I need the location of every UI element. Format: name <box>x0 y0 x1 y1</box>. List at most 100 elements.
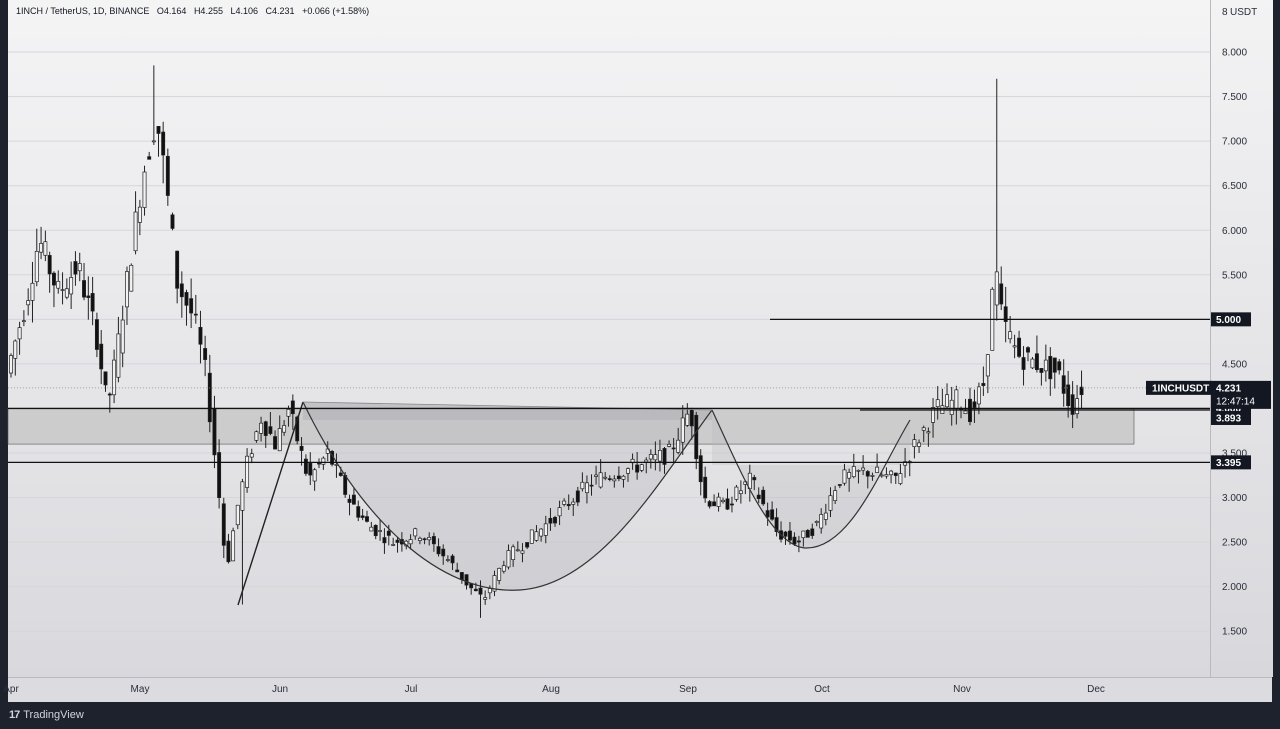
level-marker-4000: 4.000 <box>1216 404 1241 415</box>
cup-curve <box>302 401 713 591</box>
candle-up <box>945 394 949 408</box>
time-axis-labels: Apr May Jun Jul Aug Sep Oct Nov Dec <box>3 684 1105 695</box>
candle-up <box>954 389 959 410</box>
level-marker-5000: 5.000 <box>1216 315 1241 326</box>
candle-up <box>445 559 450 561</box>
candle-up <box>60 289 65 291</box>
candle-down <box>761 489 766 505</box>
candle-down <box>347 498 352 503</box>
candle-down <box>82 280 86 298</box>
candle-down <box>1017 337 1022 357</box>
candle-up <box>534 531 539 541</box>
candle-down <box>1061 375 1066 394</box>
tradingview-logo-text: TradingView <box>23 709 84 721</box>
candle-up <box>1030 358 1035 369</box>
candle-down <box>441 548 446 557</box>
price-tick-label: 5.500 <box>1222 270 1247 281</box>
candle-up <box>69 277 74 295</box>
candle-down <box>788 530 792 541</box>
candle-down <box>752 477 757 481</box>
candle-up <box>926 431 931 434</box>
candle-down <box>268 426 273 434</box>
candle-down <box>1048 356 1053 380</box>
price-axis[interactable] <box>1210 0 1273 677</box>
last-price-marker-bg <box>1211 380 1271 409</box>
candle-up <box>56 280 61 289</box>
time-tick-label: Jul <box>405 684 418 695</box>
candle-down <box>1052 357 1057 373</box>
candle-down <box>338 472 343 476</box>
ohlc-change: +0.066 (+1.58%) <box>302 6 370 16</box>
candle-down <box>86 295 91 298</box>
candle-up <box>483 597 488 600</box>
candle-up <box>151 140 156 143</box>
candle-up <box>492 575 497 592</box>
candle-down <box>212 408 217 456</box>
candle-up <box>685 413 690 426</box>
candle-down <box>865 471 870 477</box>
candle-up <box>879 474 884 477</box>
candle-down <box>170 214 175 229</box>
candle-down <box>386 530 391 536</box>
candle-up <box>125 271 129 308</box>
price-tick-label: 2.500 <box>1222 538 1247 549</box>
symbol-title[interactable]: 1INCH / TetherUS, 1D, BINANCE <box>16 6 150 16</box>
time-tick-label: Sep <box>679 684 697 695</box>
candle-down <box>103 371 108 386</box>
candle-up <box>921 427 926 431</box>
candle-down <box>548 517 553 524</box>
candle-down <box>635 464 640 473</box>
candle-down <box>273 436 278 450</box>
price-tick-label: 7.000 <box>1222 137 1247 148</box>
candle-up <box>870 475 875 477</box>
candle-up <box>231 530 236 562</box>
price-tick-label: 3.500 <box>1222 449 1247 460</box>
candle-up <box>935 399 940 408</box>
candle-down <box>1026 347 1030 353</box>
candle-down <box>730 503 734 506</box>
tradingview-logo[interactable]: 17 TradingView <box>9 709 84 721</box>
last-price-value: 4.231 <box>1216 383 1241 394</box>
ohlc-low: L4.106 <box>230 6 259 16</box>
candle-up <box>716 496 721 507</box>
level-marker-3893: 3.893 <box>1216 413 1241 424</box>
candle-up <box>321 457 326 465</box>
price-tick-label: 8.000 <box>1222 48 1247 59</box>
price-tick-label: 6.000 <box>1222 226 1247 237</box>
candle-up <box>142 171 147 208</box>
candle-up <box>413 528 418 537</box>
candle-up <box>667 443 672 447</box>
candle-up <box>912 439 917 447</box>
candle-up <box>828 495 833 511</box>
candle-up <box>378 530 383 532</box>
candle-up <box>112 359 117 396</box>
symbol-header[interactable]: 1INCH / TetherUS, 1D, BINANCE O4.164 H4.… <box>16 6 374 16</box>
candle-down <box>299 445 304 451</box>
candle-down <box>525 542 530 548</box>
candle-down <box>90 293 95 312</box>
price-tick-label: 4.500 <box>1222 359 1247 370</box>
candle-down <box>356 506 361 518</box>
candle-down <box>382 537 387 544</box>
candle-down <box>373 524 378 537</box>
time-tick-label: Dec <box>1087 684 1105 695</box>
candle-down <box>1034 353 1039 371</box>
candle-down <box>73 261 78 275</box>
candle-up <box>64 288 69 298</box>
candle-down <box>184 292 189 306</box>
candle-up <box>603 476 608 479</box>
candle-down <box>893 472 898 476</box>
candle-up <box>26 300 31 306</box>
time-tick-label: May <box>131 684 150 695</box>
candle-down <box>303 458 308 474</box>
candle-up <box>657 450 662 462</box>
candle-up <box>801 530 806 539</box>
candle-down <box>703 476 708 499</box>
time-axis[interactable] <box>8 677 1272 703</box>
candle-up <box>312 469 317 482</box>
candle-up <box>511 546 516 560</box>
candle-up <box>653 454 658 461</box>
candle-up <box>814 521 819 523</box>
price-tick-label: 3.000 <box>1222 493 1247 504</box>
candle-down <box>783 531 788 537</box>
